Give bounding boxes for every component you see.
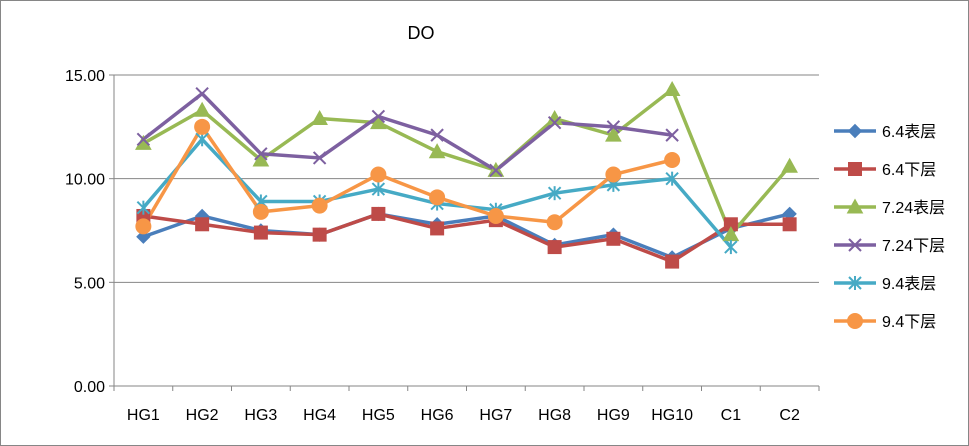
x-tick-label-8: HG9 <box>597 407 630 424</box>
point-2-8 <box>605 126 622 142</box>
point-5-4 <box>370 166 387 183</box>
point-4-9 <box>665 171 679 186</box>
point-3-0 <box>136 132 151 146</box>
point-3-8 <box>606 120 621 134</box>
point-5-9 <box>664 152 681 169</box>
point-3-4 <box>371 109 386 124</box>
legend-label-1: 6.4下层 <box>882 162 936 179</box>
chart-title: DO <box>408 23 435 43</box>
y-tick-label-0: 0.00 <box>74 379 105 396</box>
legend-label-0: 6.4表层 <box>882 123 936 141</box>
legend-marker-4 <box>848 276 862 290</box>
point-2-3 <box>311 110 328 126</box>
series-line-3-0 <box>142 91 673 173</box>
point-1-5 <box>430 221 445 236</box>
legend-marker-1 <box>848 162 862 176</box>
point-3-6 <box>489 163 503 178</box>
point-2-5 <box>428 143 446 159</box>
legend-item-5: 9.4下层 <box>834 313 936 331</box>
point-4-4 <box>371 182 386 197</box>
point-5-2 <box>252 203 269 220</box>
point-2-9 <box>663 80 681 97</box>
point-5-1 <box>194 118 211 135</box>
x-tick-label-3: HG4 <box>303 407 336 424</box>
y-tick-label-2: 10.00 <box>65 172 105 189</box>
point-1-3 <box>312 227 327 242</box>
x-tick-label-2: HG3 <box>244 407 277 424</box>
point-5-8 <box>605 166 622 183</box>
series-line-0-0 <box>142 212 791 260</box>
legend-marker-0 <box>847 123 863 139</box>
point-3-9 <box>665 128 679 142</box>
point-1-9 <box>665 254 680 269</box>
x-tick-label-0: HG1 <box>127 407 160 424</box>
legend-marker-2 <box>846 198 864 214</box>
legend-label-2: 7.24表层 <box>882 199 945 217</box>
point-2-11 <box>781 157 798 173</box>
point-4-0 <box>136 200 151 215</box>
point-1-2 <box>253 225 268 240</box>
x-tick-label-6: HG7 <box>479 407 512 424</box>
point-5-7 <box>546 214 563 231</box>
point-3-3 <box>312 151 327 165</box>
point-5-6 <box>487 207 504 224</box>
series-line-2-0 <box>142 87 791 237</box>
point-3-1 <box>195 86 209 101</box>
legend-item-1: 6.4下层 <box>834 162 936 179</box>
legend-label-3: 7.24下层 <box>882 238 945 255</box>
point-1-1 <box>195 217 210 232</box>
point-3-5 <box>430 128 444 142</box>
y-tick-label-1: 5.00 <box>74 275 105 292</box>
point-1-8 <box>606 231 621 246</box>
point-2-1 <box>193 101 211 117</box>
legend: 6.4表层 6.4下层 7.24表层 7.24下层 9.4表层 9.4下层 <box>834 123 945 331</box>
x-tick-label-1: HG2 <box>186 407 219 424</box>
legend-marker-5 <box>847 313 863 329</box>
legend-marker-3 <box>848 238 862 252</box>
point-1-4 <box>371 206 386 221</box>
series-line-5-0 <box>141 125 673 228</box>
plot-area: 0.00 5.00 10.00 15.00 HG1 HG2 HG3 HG4 HG5 HG6 HG7 H… <box>65 68 820 424</box>
legend-label-4: 9.4表层 <box>882 275 936 293</box>
x-tick-label-4: HG5 <box>362 407 395 424</box>
point-1-11 <box>782 217 797 232</box>
point-5-3 <box>311 197 328 214</box>
x-tick-label-7: HG8 <box>538 407 571 424</box>
legend-label-5: 9.4下层 <box>882 314 936 331</box>
x-tick-label-5: HG6 <box>421 407 454 424</box>
x-tick-label-11: C2 <box>779 407 800 424</box>
y-tick-label-3: 15.00 <box>65 68 105 85</box>
point-4-10 <box>724 240 738 255</box>
legend-item-3: 7.24下层 <box>834 238 945 255</box>
point-5-0 <box>135 218 152 235</box>
point-4-7 <box>547 186 562 201</box>
point-2-4 <box>370 114 387 130</box>
legend-item-4: 9.4表层 <box>834 275 936 293</box>
x-tick-label-9: HG10 <box>651 407 693 424</box>
x-tick-label-10: C1 <box>721 407 742 424</box>
legend-item-2: 7.24表层 <box>834 198 945 217</box>
point-3-2 <box>254 147 268 161</box>
point-5-5 <box>429 189 446 206</box>
point-3-7 <box>547 115 562 130</box>
point-2-2 <box>252 151 270 167</box>
legend-item-0: 6.4表层 <box>834 123 936 141</box>
point-1-7 <box>547 240 562 255</box>
series-line-1-0 <box>143 212 790 264</box>
